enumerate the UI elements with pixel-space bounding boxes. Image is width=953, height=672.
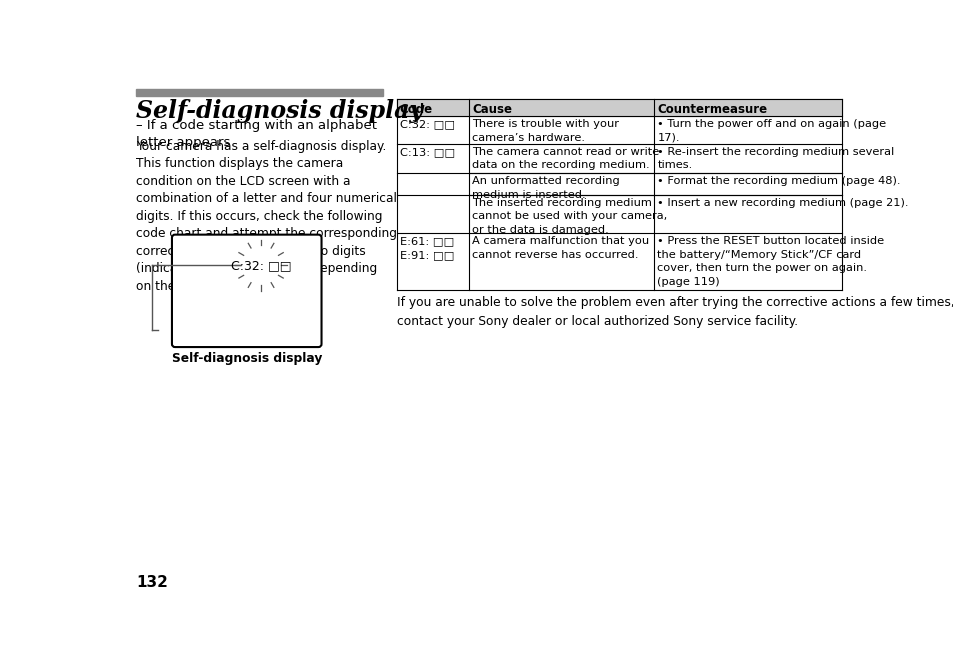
Text: Countermeasure: Countermeasure [657, 103, 767, 116]
Text: Cause: Cause [472, 103, 512, 116]
Text: The camera cannot read or write
data on the recording medium.: The camera cannot read or write data on … [472, 147, 659, 171]
Text: • Press the RESET button located inside
the battery/“Memory Stick”/CF card
cover: • Press the RESET button located inside … [657, 236, 883, 287]
Text: • Insert a new recording medium (page 21).: • Insert a new recording medium (page 21… [657, 198, 908, 208]
Text: A camera malfunction that you
cannot reverse has occurred.: A camera malfunction that you cannot rev… [472, 236, 649, 260]
Text: • Re-insert the recording medium several
times.: • Re-insert the recording medium several… [657, 147, 894, 171]
Text: • Turn the power off and on again (page
17).: • Turn the power off and on again (page … [657, 119, 885, 142]
Text: Code: Code [399, 103, 433, 116]
Bar [396, 99, 841, 116]
Bar [136, 89, 382, 96]
Text: If you are unable to solve the problem even after trying the corrective actions : If you are unable to solve the problem e… [396, 296, 953, 328]
Text: – If a code starting with an alphabet
letter appears: – If a code starting with an alphabet le… [136, 119, 376, 149]
Text: There is trouble with your
camera’s hardware.: There is trouble with your camera’s hard… [472, 119, 618, 142]
Text: C:13: □□: C:13: □□ [399, 147, 455, 157]
Text: Self-diagnosis display: Self-diagnosis display [172, 351, 322, 365]
Text: • Format the recording medium (page 48).: • Format the recording medium (page 48). [657, 176, 900, 186]
Text: An unformatted recording
medium is inserted.: An unformatted recording medium is inser… [472, 176, 619, 200]
Text: 132: 132 [136, 575, 168, 591]
Text: C:32: □□: C:32: □□ [231, 259, 291, 272]
Text: Self-diagnosis display: Self-diagnosis display [136, 99, 423, 123]
FancyBboxPatch shape [172, 235, 321, 347]
Text: The inserted recording medium
cannot be used with your camera,
or the data is da: The inserted recording medium cannot be … [472, 198, 667, 235]
Text: C:32: □□: C:32: □□ [399, 119, 455, 129]
Text: E:61: □□
E:91: □□: E:61: □□ E:91: □□ [399, 236, 454, 260]
Text: Your camera has a self-diagnosis display.
This function displays the camera
cond: Your camera has a self-diagnosis display… [136, 140, 396, 293]
